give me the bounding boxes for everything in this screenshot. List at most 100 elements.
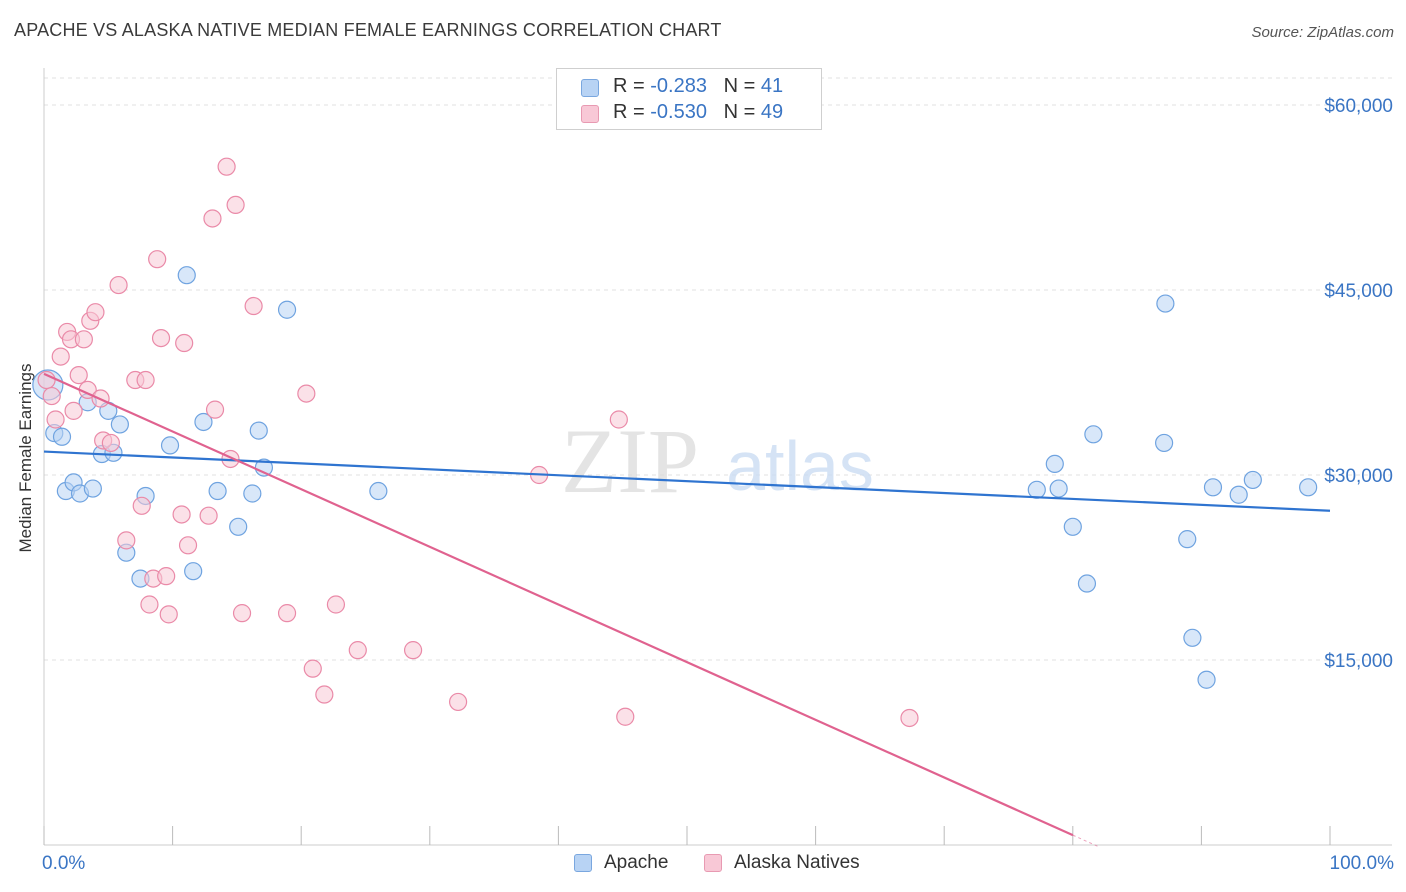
alaska-native-point	[69, 366, 88, 385]
x-tick-label: 100.0%	[1330, 853, 1395, 874]
apache-point	[208, 481, 227, 501]
apache-point	[277, 300, 297, 319]
x-tick-label: 0.0%	[42, 853, 85, 874]
alaska-native-point	[609, 410, 628, 429]
legend-n-value: 49	[760, 101, 784, 123]
alaska-native-trend-extension	[1072, 834, 1099, 848]
tick-labels: $15,000 $30,000 $45,000 $60,000 0.0% 100.0%	[42, 96, 1394, 874]
alaska-native-point	[403, 641, 423, 660]
apache-point	[1063, 517, 1082, 536]
alaska-native-point	[348, 641, 367, 660]
apache-point	[1203, 478, 1223, 497]
apache-point	[1156, 294, 1175, 313]
alaska-native-point	[64, 401, 83, 420]
stats-legend: R = -0.283 N = 41 R = -0.530 N = 49	[556, 68, 822, 130]
y-tick-label: $15,000	[1324, 651, 1393, 672]
alaska-native-point	[315, 685, 334, 704]
alaska-native-point	[199, 506, 218, 525]
apache-point	[243, 484, 262, 503]
alaska-native-point	[151, 329, 171, 348]
alaska-native-point	[226, 195, 245, 214]
alaska-native-point	[74, 330, 93, 349]
apache-point	[1027, 480, 1046, 499]
alaska-native-point	[42, 386, 61, 406]
apache-point	[160, 436, 180, 455]
legend-label-alaska-natives: Alaska Natives	[734, 852, 860, 873]
alaska-native-point	[86, 303, 105, 322]
trend-lines	[43, 372, 1331, 848]
apache-point	[1243, 470, 1262, 490]
apache-trend-line	[43, 450, 1331, 512]
alaska-native-point	[117, 531, 136, 550]
apache-point	[1178, 530, 1197, 549]
alaska-native-point	[178, 536, 198, 555]
alaska-native-point	[205, 400, 225, 419]
legend-n-label: N =	[723, 75, 761, 97]
legend-swatch-alaska	[581, 105, 599, 123]
apache-point	[1183, 628, 1202, 647]
source-label: Source: ZipAtlas.com	[1251, 24, 1394, 41]
alaska-native-point	[297, 384, 316, 403]
data-points	[32, 157, 1318, 728]
alaska-native-point	[277, 604, 297, 623]
alaska-native-point	[232, 604, 252, 623]
apache-point	[177, 266, 196, 285]
apache-point	[83, 479, 102, 498]
alaska-native-point	[303, 659, 322, 678]
apache-point	[1155, 433, 1174, 453]
alaska-native-point	[140, 595, 159, 614]
watermark: ZIP atlas	[561, 410, 874, 512]
apache-point	[1299, 478, 1318, 497]
apache-point	[110, 415, 129, 434]
alaska-native-point	[157, 567, 176, 586]
apache-point	[194, 412, 213, 432]
legend-r-label: R =	[613, 75, 651, 97]
apache-point	[1084, 425, 1103, 444]
alaska-native-point	[132, 496, 151, 515]
alaska-native-point	[51, 347, 70, 366]
alaska-native-point	[136, 370, 155, 390]
alaska-native-trend-line	[43, 372, 1074, 837]
gridlines	[44, 77, 1392, 661]
alaska-native-point	[148, 250, 167, 269]
apache-point	[1049, 479, 1068, 498]
watermark-atlas: atlas	[726, 427, 874, 505]
alaska-native-point	[203, 209, 222, 228]
apache-point	[369, 481, 388, 501]
apache-point	[1229, 485, 1248, 504]
y-tick-label: $30,000	[1324, 466, 1393, 487]
legend-r-label: R =	[613, 101, 651, 123]
apache-point	[52, 427, 72, 446]
chart-title: APACHE VS ALASKA NATIVE MEDIAN FEMALE EA…	[14, 20, 722, 40]
apache-point	[1077, 574, 1097, 593]
apache-point	[229, 517, 248, 536]
apache-point	[184, 562, 203, 581]
legend-swatch-apache	[581, 79, 599, 97]
series-legend: Apache Alaska Natives	[0, 852, 1406, 878]
legend-n-value: 41	[760, 75, 784, 97]
y-tick-label: $45,000	[1324, 281, 1393, 302]
alaska-native-point	[109, 275, 128, 295]
apache-point	[1197, 670, 1216, 689]
alaska-native-point	[46, 410, 65, 429]
alaska-native-point	[175, 333, 194, 353]
legend-r-value: -0.283	[650, 75, 707, 97]
alaska-native-point	[159, 605, 178, 624]
alaska-native-point	[326, 595, 346, 614]
watermark-zip: ZIP	[561, 410, 699, 512]
apache-point	[1045, 454, 1064, 473]
legend-r-value: -0.530	[650, 101, 707, 123]
alaska-native-point	[616, 707, 635, 726]
alaska-native-point	[101, 433, 120, 453]
y-tick-label: $60,000	[1324, 96, 1393, 117]
alaska-native-point	[244, 296, 263, 316]
legend-n-label: N =	[723, 101, 761, 123]
legend-label-apache: Apache	[604, 852, 669, 873]
alaska-native-point	[172, 505, 191, 524]
axes	[43, 68, 1392, 846]
alaska-native-point	[217, 157, 236, 176]
legend-swatch-alaska-natives	[704, 854, 722, 872]
alaska-native-point	[900, 708, 919, 728]
legend-swatch-apache	[574, 854, 592, 872]
